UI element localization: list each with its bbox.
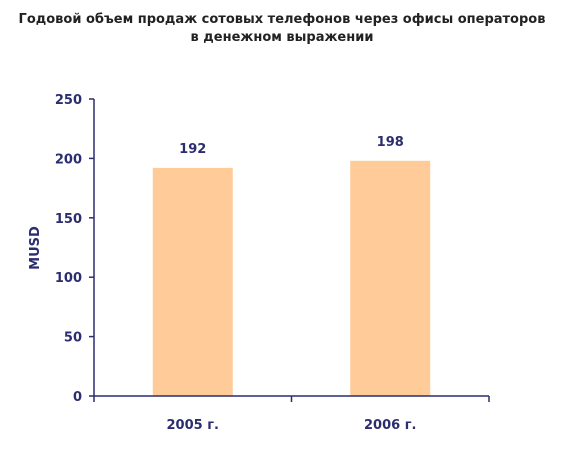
bar-1 (152, 167, 233, 396)
chart-title-line-2: в денежном выражении (191, 30, 374, 45)
y-tick-label-4: 150 (55, 212, 82, 227)
y-tick-label-6: 250 (55, 93, 82, 108)
x-tick-label-1: 2005 г. (167, 418, 219, 433)
plot-area: 192 2005 г. 198 2006 г. 0 50 100 150 200 250 (55, 93, 490, 433)
data-label-1: 192 (179, 142, 206, 157)
y-tick-label-5: 200 (55, 152, 82, 167)
y-tick-label-1: 0 (73, 390, 82, 405)
y-tick-label-2: 50 (64, 331, 82, 346)
chart-title-line-1: Годовой объем продаж сотовых телефонов ч… (19, 12, 546, 27)
y-axis-label: MUSD (28, 226, 43, 270)
x-tick-label-2: 2006 г. (364, 418, 416, 433)
bar-2 (350, 160, 431, 396)
data-label-2: 198 (377, 135, 404, 150)
y-tick-label-3: 100 (55, 271, 82, 286)
